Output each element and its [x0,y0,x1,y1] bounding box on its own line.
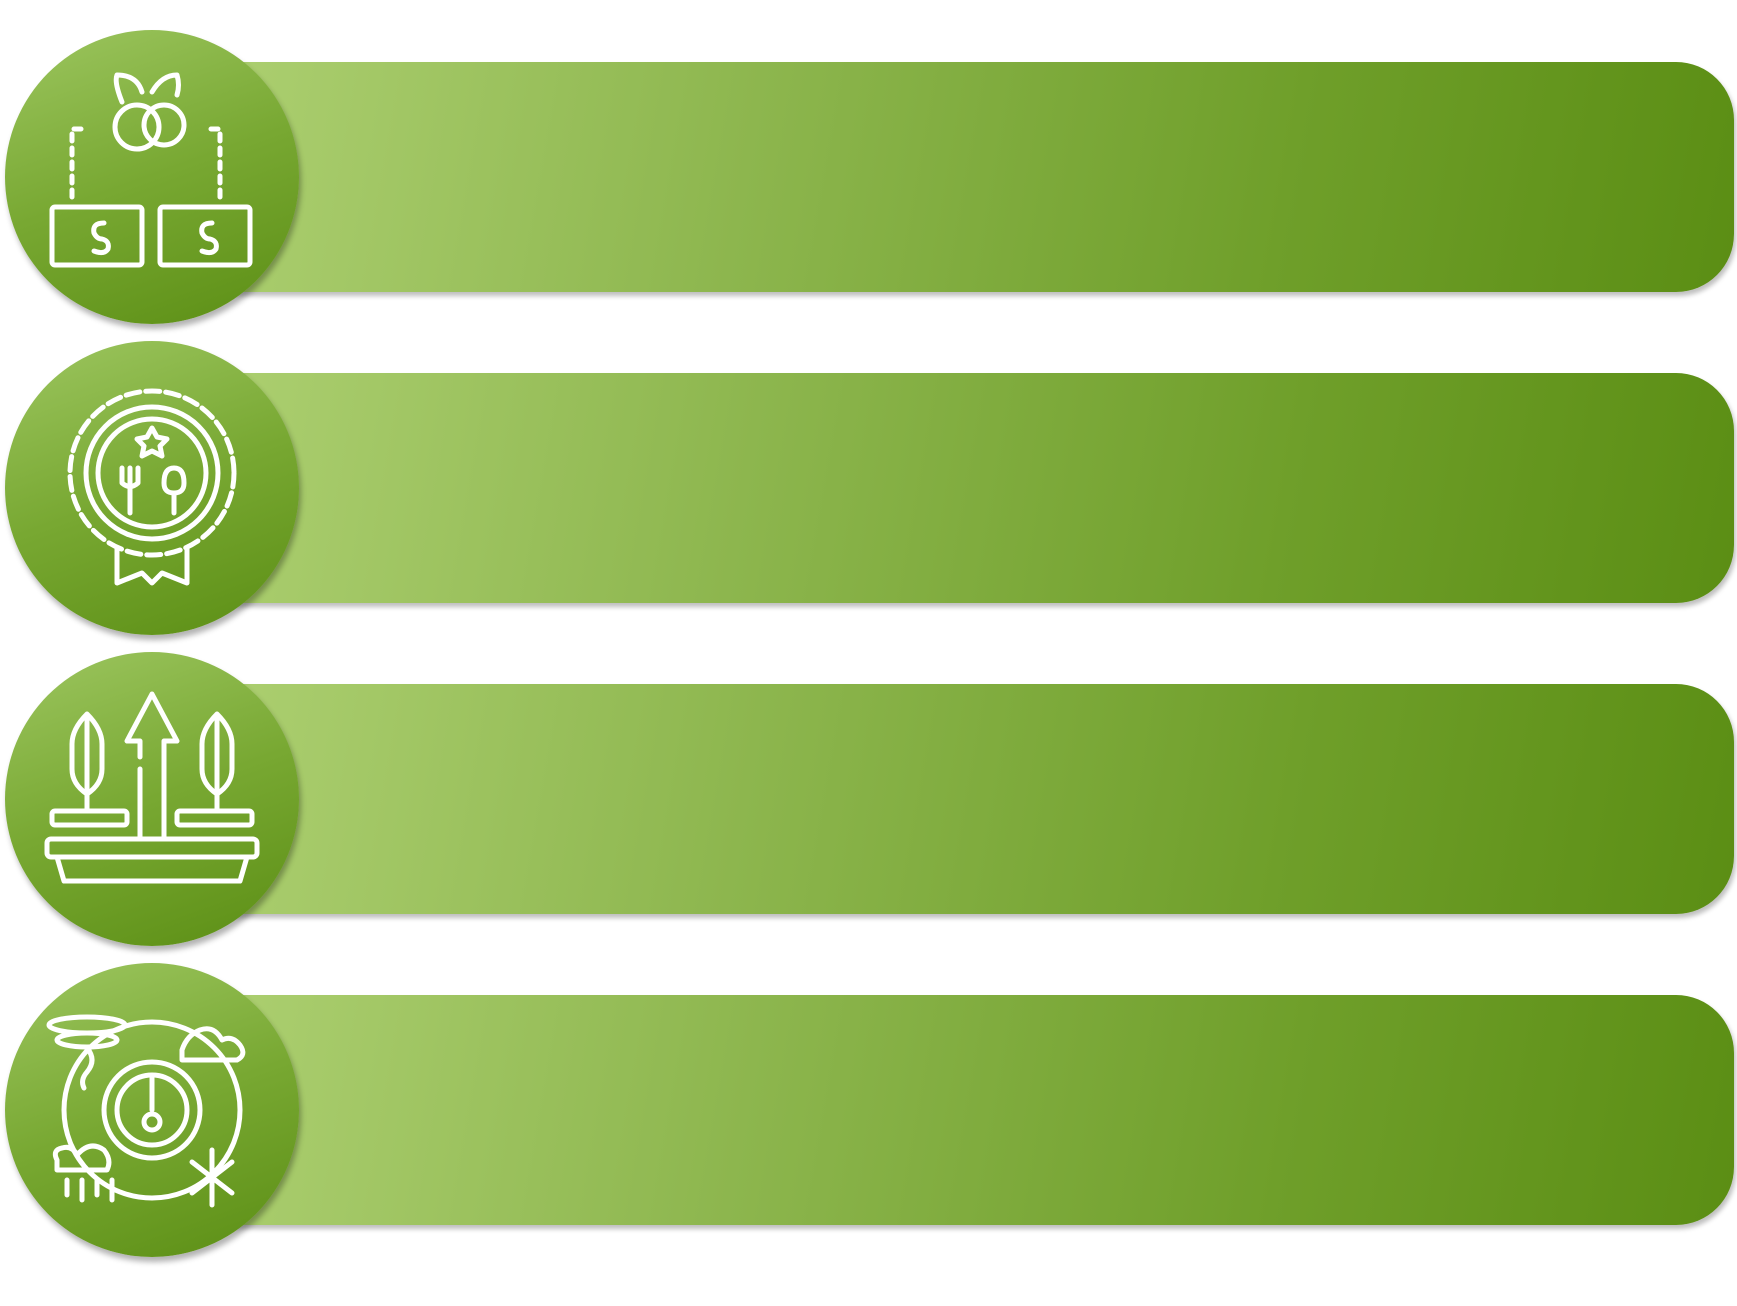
icon-circle [5,963,299,1257]
plant-growth-icon [44,691,260,884]
fruit-money-exchange-icon [49,72,253,268]
icon-circle [5,341,299,635]
row-1 [0,30,1737,373]
icon-circle [5,652,299,946]
weather-climate-icon [46,1014,246,1208]
icon-circle [5,30,299,324]
content-bar [220,62,1734,292]
food-quality-award-icon [67,388,237,586]
content-bar [220,684,1734,914]
content-bar [220,373,1734,603]
content-bar [220,995,1734,1225]
row-3 [0,652,1737,995]
row-2 [0,341,1737,684]
row-4 [0,963,1737,1306]
